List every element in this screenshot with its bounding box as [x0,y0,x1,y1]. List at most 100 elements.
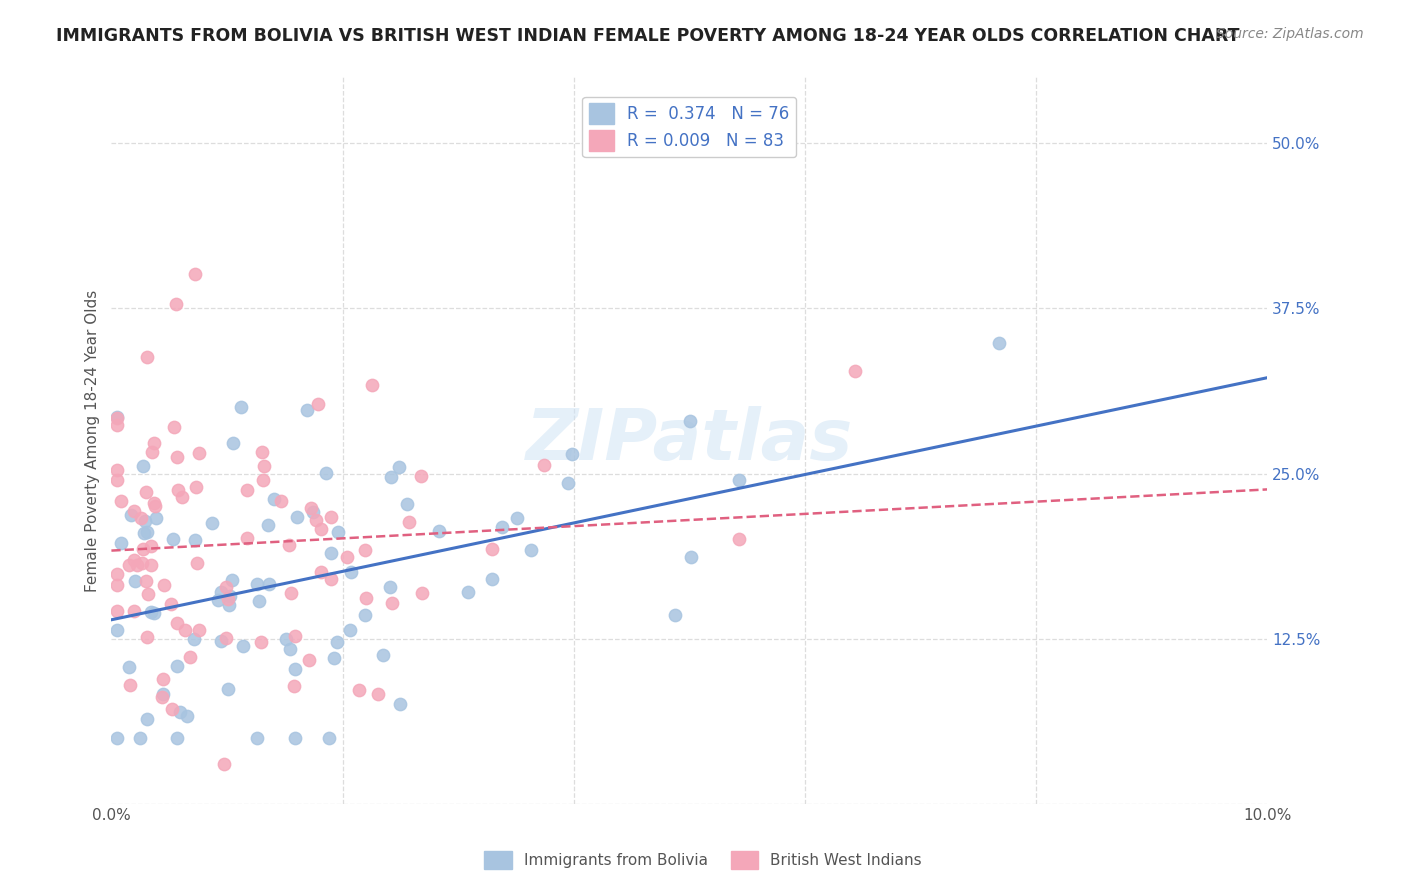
Point [131,511,153,525]
Point [987,335,1010,350]
Point [307,396,329,410]
Point [533,458,555,472]
Point [250,635,273,649]
Point [143,499,166,513]
Point [270,493,292,508]
Point [664,608,686,623]
Point [388,698,411,712]
Point [212,757,235,772]
Point [481,572,503,586]
Point [209,584,232,599]
Point [326,634,349,648]
Point [135,574,157,588]
Point [136,630,159,644]
Point [319,572,342,586]
Point [457,585,479,599]
Point [179,649,201,664]
Point [122,553,145,567]
Point [257,517,280,532]
Point [124,574,146,589]
Point [299,501,322,516]
Point [166,659,188,673]
Point [263,492,285,507]
Point [215,580,238,594]
Legend: Immigrants from Bolivia, British West Indians: Immigrants from Bolivia, British West In… [478,845,928,875]
Point [105,411,128,425]
Point [165,296,187,310]
Point [246,731,269,745]
Point [728,473,751,487]
Point [481,542,503,557]
Point [141,445,163,459]
Legend: R =  0.374   N = 76, R = 0.009   N = 83: R = 0.374 N = 76, R = 0.009 N = 83 [582,96,796,157]
Point [506,511,529,525]
Point [186,556,208,570]
Point [209,633,232,648]
Point [162,533,184,547]
Point [160,597,183,611]
Point [105,463,128,477]
Point [135,485,157,500]
Point [166,615,188,630]
Point [132,458,155,473]
Point [176,709,198,723]
Point [388,460,411,475]
Point [105,604,128,618]
Text: IMMIGRANTS FROM BOLIVIA VS BRITISH WEST INDIAN FEMALE POVERTY AMONG 18-24 YEAR O: IMMIGRANTS FROM BOLIVIA VS BRITISH WEST … [56,27,1240,45]
Point [120,508,142,523]
Point [105,578,128,592]
Point [491,520,513,534]
Point [319,546,342,560]
Point [302,505,325,519]
Point [152,687,174,701]
Point [284,662,307,676]
Point [217,592,239,607]
Point [340,565,363,579]
Point [360,378,382,392]
Point [339,623,361,637]
Point [135,351,157,365]
Point [110,536,132,550]
Point [207,593,229,607]
Point [353,543,375,558]
Point [297,402,319,417]
Point [354,608,377,623]
Text: ZIPatlas: ZIPatlas [526,406,853,475]
Point [844,363,866,377]
Point [283,629,305,643]
Point [131,556,153,570]
Point [136,587,159,601]
Point [105,731,128,745]
Point [315,467,337,481]
Point [274,632,297,646]
Point [166,450,188,465]
Point [247,594,270,608]
Point [257,576,280,591]
Point [381,596,404,610]
Point [252,473,274,487]
Point [163,420,186,434]
Point [229,400,252,414]
Point [139,605,162,619]
Point [378,580,401,594]
Point [253,458,276,473]
Point [152,578,174,592]
Point [318,731,340,745]
Point [222,435,245,450]
Point [679,550,702,565]
Point [278,642,301,657]
Point [323,651,346,665]
Point [172,490,194,504]
Point [319,509,342,524]
Point [118,558,141,572]
Point [169,705,191,719]
Point [132,526,155,541]
Point [409,468,432,483]
Point [520,543,543,558]
Y-axis label: Female Poverty Among 18-24 Year Olds: Female Poverty Among 18-24 Year Olds [86,289,100,591]
Point [150,690,173,705]
Point [131,541,153,556]
Point [167,483,190,497]
Point [120,678,142,692]
Point [305,513,328,527]
